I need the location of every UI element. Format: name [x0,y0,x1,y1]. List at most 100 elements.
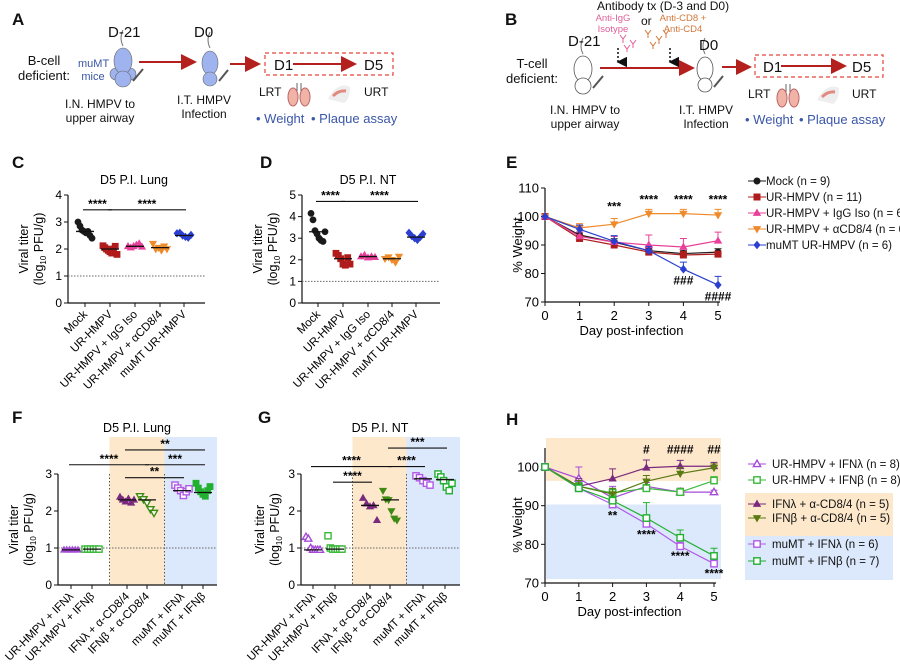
data-point [710,552,718,560]
window-start-label: D1 [763,59,783,76]
data-point [307,209,315,217]
schematic-graphics [109,29,884,108]
data-point [391,259,400,267]
data-point [713,236,723,244]
significance-label: **** [100,452,119,466]
panel-label-h: H [506,410,519,429]
y-tick-label: 80 [525,537,539,552]
data-point [426,481,434,489]
urt-label: URT [364,85,389,99]
panel-label-d: D [260,153,273,172]
y-tick-label: 2 [55,242,62,256]
series-line [541,463,718,560]
antibody-title: Antibody tx (D-3 and D0) [597,0,730,13]
data-point [676,488,685,497]
significance-annotation: #### [667,443,694,457]
panel-label-f: F [12,408,23,427]
day-infect-label: D0 [194,24,214,41]
legend-label: UR-HMPV + IFNλ (n = 8) [772,459,900,471]
mouse-icon [696,37,724,93]
x-tick-label: 2 [611,308,618,323]
data-point [541,463,549,471]
legend-label: UR-HMPV (n = 11) [766,192,862,204]
data-point [710,476,718,485]
significance-label: **** [397,454,416,468]
day-start-label: D-21 [568,33,601,50]
significance-annotation: **** [637,528,656,542]
readout-weight: • Weight [745,112,794,127]
significance-annotation: # [643,443,650,457]
day-infect-label: D0 [699,37,719,54]
y-tick-label: 5 [289,188,296,202]
data-point [148,240,158,248]
data-point [439,476,448,485]
data-point [319,238,327,245]
legend-group-box [745,536,893,580]
y-axis-title: Viral titer [7,505,21,554]
cd-antibody-label: Anti-CD8 + Anti-CD4 [659,13,707,35]
data-point [642,478,651,486]
legend-label: muMT + IFNλ (n = 6) [772,539,879,551]
data-point [113,251,121,258]
data-point [445,486,454,495]
legend-group-box [745,493,893,536]
y-tick-label: 100 [517,460,539,475]
isotype-label: Anti-IgG Isotype [595,13,631,35]
y-tick-label: 4 [289,210,296,224]
chart-title: D5 P.I. Lung [103,421,171,435]
legend-label: muMT + IFNβ (n = 7) [772,556,880,568]
significance-label: **** [88,197,107,211]
data-point [575,232,584,240]
y-tick-label: 3 [55,215,62,229]
y-tick-label: 80 [525,266,539,281]
y-tick-label: 1 [288,541,295,555]
y-tick-label: 1 [289,274,296,288]
window-start-label: D1 [274,57,294,74]
panel-label-e: E [506,153,518,172]
mouse-icon [573,37,604,95]
y-tick-label: 0 [45,578,52,592]
significance-label: *** [168,452,182,466]
y-axis-title: % Weight [510,497,525,553]
data-point [679,264,687,274]
data-point [642,463,651,471]
nose-icon [328,85,350,103]
y-tick-label: 3 [288,467,295,481]
window-end-label: D5 [852,59,872,76]
x-tick-label: 0 [541,589,548,604]
data-point [408,231,416,241]
data-point [679,242,688,250]
data-point [378,487,388,495]
y-tick-label: 4 [55,188,62,202]
y-tick-label: 70 [525,576,539,591]
y-axis-unit: (log10 PFU/g) [32,213,48,286]
lrt-label: LRT [748,87,771,101]
data-point [610,236,618,246]
data-point [608,474,617,482]
data-point [392,517,402,525]
group-shading [546,504,721,580]
mice-label: muMT mice [78,58,110,83]
data-point [576,225,584,234]
x-tick-label: 3 [645,308,652,323]
mouse-icon [109,29,144,88]
lrt-label: LRT [259,85,282,99]
significance-annotation: **** [709,192,728,206]
urt-label: URT [852,87,877,101]
legend-marker [752,458,762,468]
step2-label: I.T. HMPV Infection [176,93,231,121]
significance-annotation: **** [671,549,690,563]
data-point [608,491,617,499]
significance-annotation: ** [608,508,618,522]
x-tick-label: 4 [677,589,684,604]
legend-label: UR-HMPV + IFNβ (n = 8) [772,475,900,487]
y-tick-label: 90 [525,238,539,253]
y-axis-title: Viral titer [17,224,31,273]
x-tick-label: 0 [541,308,548,323]
group-shading [546,438,721,481]
data-point [713,212,723,220]
data-point [448,479,456,488]
x-axis-title: Day post-infection [579,323,683,338]
significance-label: **** [343,469,362,483]
